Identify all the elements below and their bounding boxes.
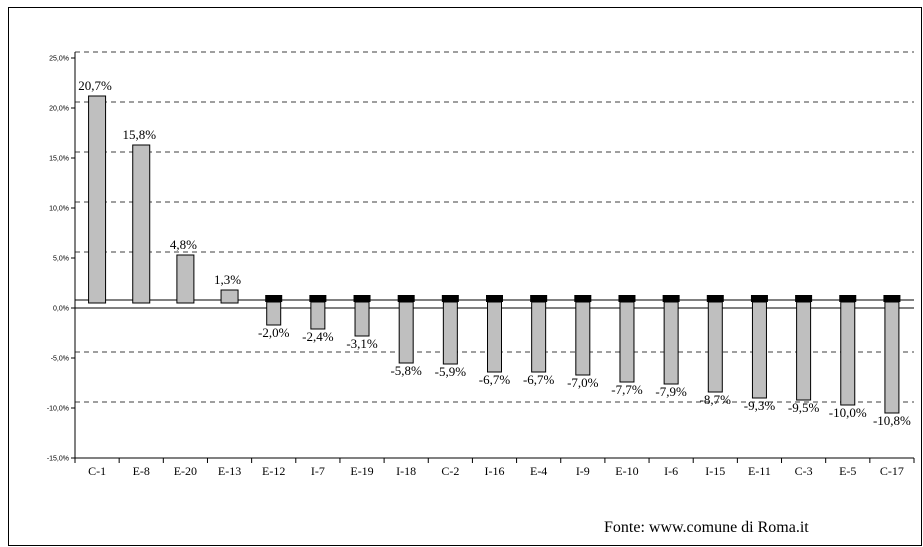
bar-cap bbox=[618, 295, 635, 302]
y-tick-label: 5,0% bbox=[53, 256, 69, 263]
bar bbox=[532, 302, 546, 372]
x-tick-label: I-15 bbox=[705, 464, 725, 478]
data-label: -6,7% bbox=[523, 372, 555, 387]
bar bbox=[89, 96, 106, 303]
bar bbox=[133, 145, 150, 303]
x-axis: C-1 E-8 E-20 E-13 E-12 I-7 E-19 I-18 C-2 I-16 E-4 I… bbox=[75, 458, 914, 478]
data-label: -7,7% bbox=[611, 382, 643, 397]
bar bbox=[797, 302, 811, 400]
data-label: -5,9% bbox=[435, 364, 467, 379]
data-label: 4,8% bbox=[170, 237, 197, 252]
bar bbox=[576, 302, 590, 375]
x-tick-label: E-5 bbox=[839, 464, 856, 478]
bar-cap bbox=[486, 295, 503, 302]
bar bbox=[443, 302, 457, 364]
bar bbox=[708, 302, 722, 392]
bar bbox=[177, 255, 194, 303]
bar bbox=[311, 302, 325, 329]
bar-cap bbox=[398, 295, 415, 302]
data-label: 20,7% bbox=[78, 78, 112, 93]
bar-cap bbox=[707, 295, 724, 302]
bars bbox=[89, 96, 901, 413]
x-tick-label: C-3 bbox=[795, 464, 813, 478]
data-label: -10,0% bbox=[829, 405, 867, 420]
data-label: -7,9% bbox=[655, 384, 687, 399]
x-tick-label: I-6 bbox=[664, 464, 678, 478]
x-tick-label: C-17 bbox=[880, 464, 904, 478]
x-tick-label: E-12 bbox=[262, 464, 285, 478]
x-tick-label: C-2 bbox=[441, 464, 459, 478]
bar bbox=[355, 302, 369, 336]
y-tick-label: 0,0% bbox=[53, 306, 69, 313]
x-tick-label: E-20 bbox=[174, 464, 197, 478]
bar-cap bbox=[574, 295, 591, 302]
bar bbox=[221, 290, 238, 303]
data-label: -6,7% bbox=[479, 372, 511, 387]
data-label: -2,0% bbox=[258, 325, 290, 340]
y-tick-label: -5,0% bbox=[51, 356, 69, 363]
data-label: -9,3% bbox=[744, 398, 776, 413]
bar-cap bbox=[265, 295, 282, 302]
y-axis: -15,0% -10,0% -5,0% 0,0% 5,0% 10,0% 15,0% 20,0%… bbox=[47, 52, 75, 463]
bar-cap bbox=[354, 295, 371, 302]
y-tick-label: 10,0% bbox=[49, 206, 69, 213]
bar bbox=[488, 302, 502, 372]
bar-cap bbox=[442, 295, 459, 302]
data-label: -5,8% bbox=[390, 363, 422, 378]
data-label: -2,4% bbox=[302, 329, 334, 344]
x-tick-label: E-13 bbox=[218, 464, 241, 478]
bar bbox=[620, 302, 634, 382]
data-label: 1,3% bbox=[214, 272, 241, 287]
bar-cap bbox=[751, 295, 768, 302]
y-tick-label: 25,0% bbox=[49, 56, 69, 63]
x-tick-label: I-16 bbox=[485, 464, 505, 478]
x-tick-label: I-7 bbox=[311, 464, 325, 478]
x-tick-label: I-9 bbox=[576, 464, 590, 478]
x-tick-label: I-18 bbox=[396, 464, 416, 478]
data-label: -3,1% bbox=[346, 336, 378, 351]
data-label: -7,0% bbox=[567, 375, 599, 390]
data-labels: 20,7% 15,8% 4,8% 1,3% -2,0% -2,4% -3,1% -5,8% -5… bbox=[78, 78, 911, 428]
x-tick-label: C-1 bbox=[88, 464, 106, 478]
x-tick-label: E-10 bbox=[615, 464, 638, 478]
bar-cap bbox=[663, 295, 680, 302]
y-tick-label: 20,0% bbox=[49, 106, 69, 113]
data-label: 15,8% bbox=[122, 127, 156, 142]
bar-cap bbox=[883, 295, 900, 302]
bar bbox=[841, 302, 855, 405]
bar-cap bbox=[795, 295, 812, 302]
data-label: -9,5% bbox=[788, 400, 820, 415]
bar-cap bbox=[839, 295, 856, 302]
bar-cap bbox=[309, 295, 326, 302]
x-tick-label: E-11 bbox=[748, 464, 771, 478]
bar bbox=[399, 302, 413, 363]
x-tick-label: E-8 bbox=[133, 464, 150, 478]
bar-cap bbox=[530, 295, 547, 302]
data-label: -10,8% bbox=[873, 413, 911, 428]
x-tick-label: E-4 bbox=[530, 464, 547, 478]
source-note: Fonte: www.comune di Roma.it bbox=[604, 519, 809, 536]
bar bbox=[664, 302, 678, 384]
y-tick-label: 15,0% bbox=[49, 156, 69, 163]
y-tick-label: -10,0% bbox=[47, 406, 69, 413]
y-tick-label: -15,0% bbox=[47, 456, 69, 463]
bar bbox=[885, 302, 899, 413]
bar bbox=[752, 302, 766, 398]
x-tick-label: E-19 bbox=[350, 464, 373, 478]
bar bbox=[267, 302, 281, 325]
data-label: -8,7% bbox=[700, 392, 732, 407]
